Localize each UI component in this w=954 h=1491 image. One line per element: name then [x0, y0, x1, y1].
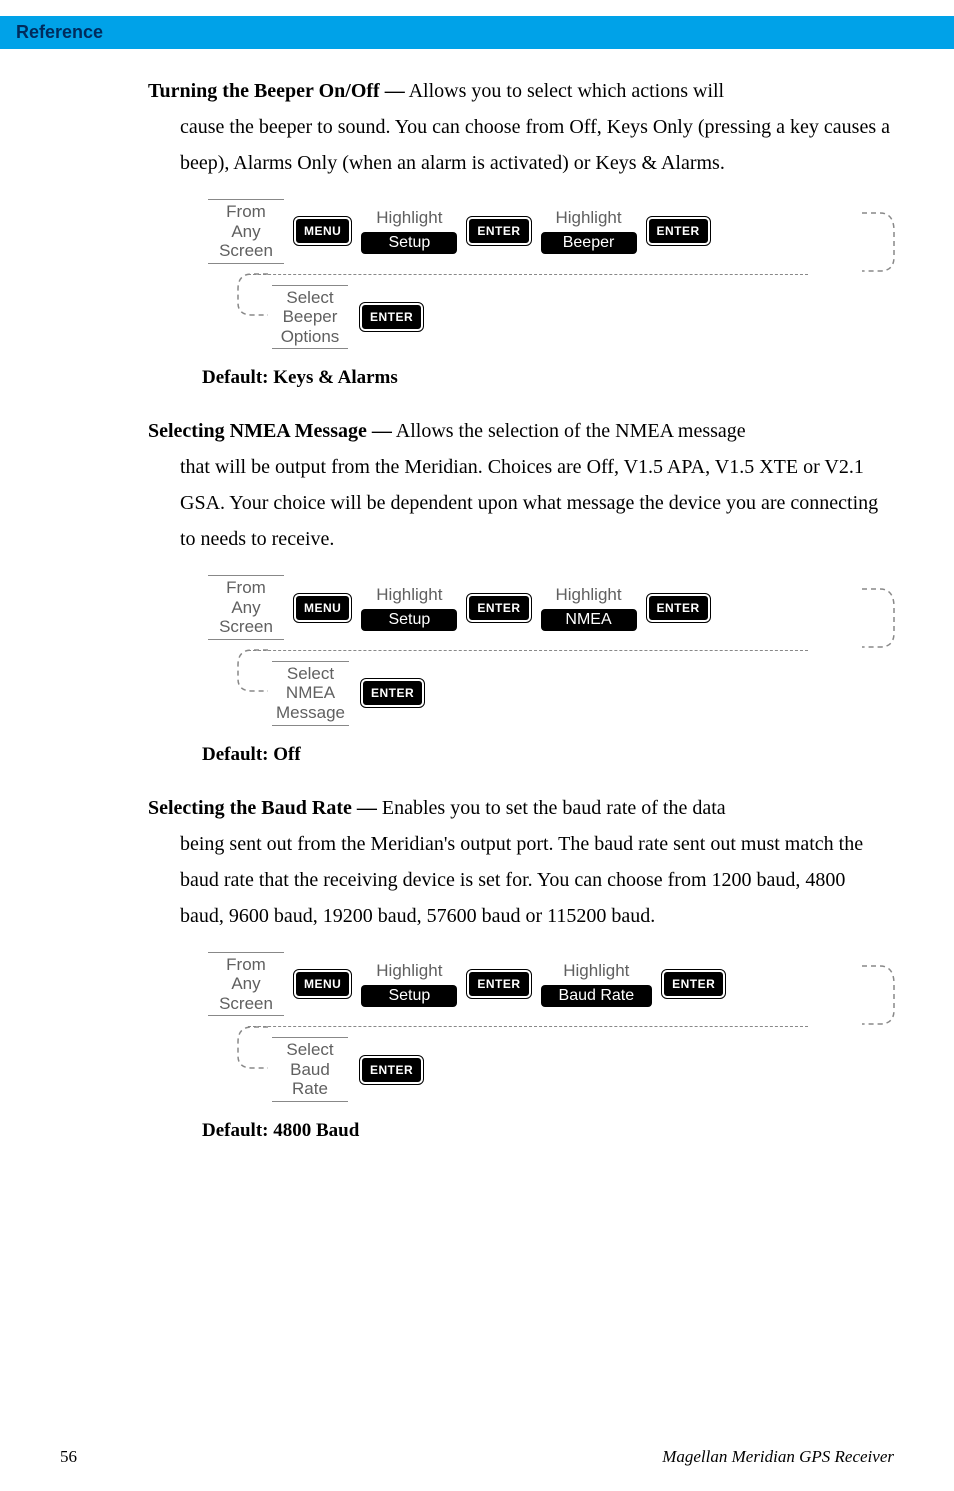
- page-footer: 56 Magellan Meridian GPS Receiver: [60, 1447, 894, 1467]
- section-0-para: Turning the Beeper On/Off — Allows you t…: [148, 73, 894, 181]
- arc-right-0: [860, 207, 900, 277]
- highlight-stack-2: Highlight Beeper: [541, 208, 637, 254]
- enter-button-3: ENTER: [360, 303, 423, 331]
- enter-button-1c: ENTER: [467, 970, 530, 998]
- default-0: Default: Keys & Alarms: [202, 367, 894, 389]
- highlight-stack-1b: Highlight Setup: [361, 585, 457, 631]
- product-name: Magellan Meridian GPS Receiver: [662, 1447, 894, 1467]
- section-0-body-rest: cause the beeper to sound. You can choos…: [148, 109, 894, 181]
- enter-button-3c: ENTER: [360, 1056, 423, 1084]
- main-content: Turning the Beeper On/Off — Allows you t…: [0, 49, 954, 1142]
- diagram-2-row1: From Any Screen MENU Highlight Setup ENT…: [208, 952, 894, 1017]
- header-title: Reference: [16, 22, 103, 42]
- section-2-body-first: Enables you to set the baud rate of the …: [377, 797, 726, 819]
- dashed-line-2: [248, 1026, 808, 1027]
- arc-left-0: [232, 271, 272, 321]
- chip-baudrate: Baud Rate: [541, 985, 653, 1007]
- section-1-title: Selecting NMEA Message —: [148, 420, 392, 442]
- enter-button-2b: ENTER: [647, 594, 710, 622]
- highlight-label-2c: Highlight: [563, 961, 629, 981]
- select-label-1: Select NMEA Message: [272, 661, 349, 726]
- section-2-body-rest: being sent out from the Meridian's outpu…: [148, 826, 894, 934]
- chip-setup-1: Setup: [361, 609, 457, 631]
- enter-button-1b: ENTER: [467, 594, 530, 622]
- from-label-1: From Any Screen: [208, 575, 284, 640]
- enter-button-2c: ENTER: [662, 970, 725, 998]
- default-2: Default: 4800 Baud: [202, 1120, 894, 1142]
- diagram-0-row1: From Any Screen MENU Highlight Setup ENT…: [208, 199, 894, 264]
- highlight-label-1: Highlight: [376, 208, 442, 228]
- dashed-line-0: [248, 274, 808, 275]
- chip-setup-2: Setup: [361, 985, 457, 1007]
- diagram-1: From Any Screen MENU Highlight Setup ENT…: [208, 575, 894, 725]
- highlight-stack-2c: Highlight Baud Rate: [541, 961, 653, 1007]
- highlight-label-1b: Highlight: [376, 585, 442, 605]
- arc-left-1: [232, 647, 272, 697]
- diagram-2-row2: Select Baud Rate ENTER: [272, 1037, 894, 1102]
- highlight-stack-1: Highlight Setup: [361, 208, 457, 254]
- diagram-1-row2: Select NMEA Message ENTER: [272, 661, 894, 726]
- diagram-0-row2: Select Beeper Options ENTER: [272, 285, 894, 350]
- select-label-0: Select Beeper Options: [272, 285, 348, 350]
- menu-button: MENU: [294, 217, 351, 245]
- highlight-label-1c: Highlight: [376, 961, 442, 981]
- from-label: From Any Screen: [208, 199, 284, 264]
- enter-button-1: ENTER: [467, 217, 530, 245]
- section-1-para: Selecting NMEA Message — Allows the sele…: [148, 413, 894, 557]
- highlight-label-2: Highlight: [555, 208, 621, 228]
- menu-button-2: MENU: [294, 970, 351, 998]
- section-0-title: Turning the Beeper On/Off —: [148, 80, 405, 102]
- page-number: 56: [60, 1447, 77, 1467]
- section-2-para: Selecting the Baud Rate — Enables you to…: [148, 790, 894, 934]
- section-2-title: Selecting the Baud Rate —: [148, 797, 377, 819]
- arc-right-1: [860, 583, 900, 653]
- reference-header: Reference: [0, 16, 954, 49]
- menu-button-1: MENU: [294, 594, 351, 622]
- arc-left-2: [232, 1024, 272, 1074]
- default-1: Default: Off: [202, 744, 894, 766]
- diagram-0: From Any Screen MENU Highlight Setup ENT…: [208, 199, 894, 349]
- enter-button-2: ENTER: [647, 217, 710, 245]
- section-1-body-first: Allows the selection of the NMEA message: [392, 420, 746, 442]
- from-label-2: From Any Screen: [208, 952, 284, 1017]
- highlight-stack-1c: Highlight Setup: [361, 961, 457, 1007]
- chip-setup: Setup: [361, 232, 457, 254]
- diagram-1-row1: From Any Screen MENU Highlight Setup ENT…: [208, 575, 894, 640]
- chip-beeper: Beeper: [541, 232, 637, 254]
- arc-right-2: [860, 960, 900, 1030]
- chip-nmea: NMEA: [541, 609, 637, 631]
- section-1-body-rest: that will be output from the Meridian. C…: [148, 449, 894, 557]
- dashed-line-1: [248, 650, 808, 651]
- enter-button-3b: ENTER: [361, 679, 424, 707]
- diagram-2: From Any Screen MENU Highlight Setup ENT…: [208, 952, 894, 1102]
- highlight-label-2b: Highlight: [555, 585, 621, 605]
- section-0-body-first: Allows you to select which actions will: [405, 80, 724, 102]
- select-label-2: Select Baud Rate: [272, 1037, 348, 1102]
- highlight-stack-2b: Highlight NMEA: [541, 585, 637, 631]
